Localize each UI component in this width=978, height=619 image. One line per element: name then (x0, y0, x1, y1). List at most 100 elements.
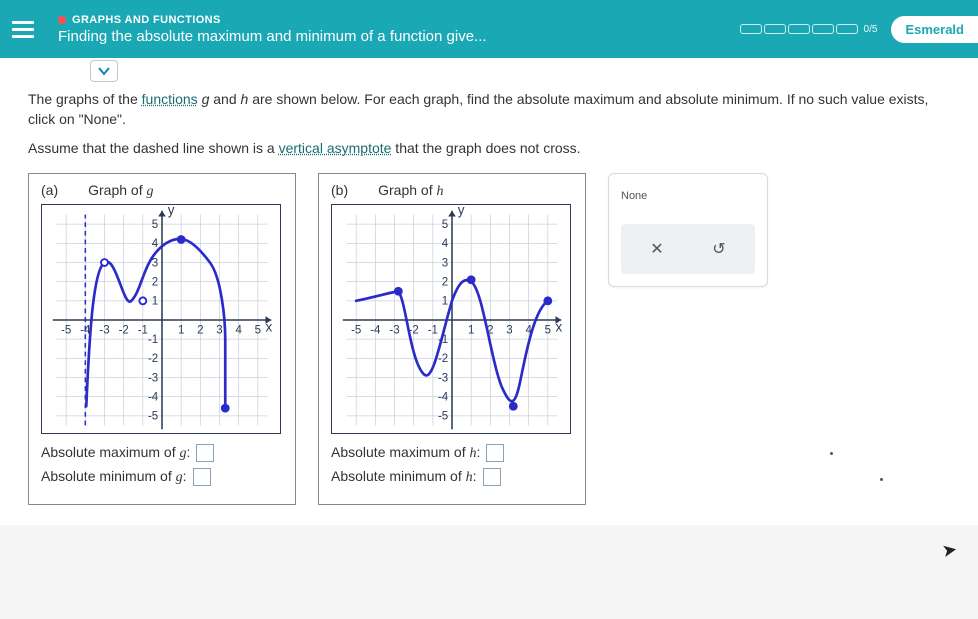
category-text: GRAPHS AND FUNCTIONS (72, 14, 221, 26)
top-bar: GRAPHS AND FUNCTIONS Finding the absolut… (0, 0, 978, 58)
svg-text:1: 1 (468, 324, 474, 336)
svg-text:x: x (556, 319, 563, 334)
panel-a-answers: Absolute maximum of g: Absolute minimum … (41, 444, 283, 486)
svg-text:1: 1 (152, 295, 158, 307)
svg-text:-5: -5 (351, 324, 361, 336)
svg-text:-5: -5 (438, 410, 448, 422)
panel-b-label: (b) (331, 182, 348, 198)
hamburger-menu-icon[interactable] (12, 17, 34, 42)
panels-row: (a) Graph of g -5-5-4-4-3-3-2-2-1-111223… (28, 173, 950, 505)
none-button[interactable]: None (621, 186, 755, 206)
svg-text:5: 5 (255, 324, 261, 336)
svg-text:-2: -2 (438, 353, 448, 365)
q2-post: that the graph does not cross. (391, 140, 580, 156)
svg-text:3: 3 (216, 324, 222, 336)
q2-pre: Assume that the dashed line shown is a (28, 140, 279, 156)
ans-h-min-input[interactable] (483, 468, 501, 486)
svg-text:3: 3 (506, 324, 512, 336)
svg-text:-5: -5 (148, 410, 158, 422)
svg-text:-1: -1 (138, 324, 148, 336)
ans-g-max-input[interactable] (196, 444, 214, 462)
lesson-title: Finding the absolute maximum and minimum… (58, 28, 740, 45)
panel-a-title: Graph of g (88, 182, 153, 200)
speck (830, 452, 833, 455)
panel-a: (a) Graph of g -5-5-4-4-3-3-2-2-1-111223… (28, 173, 296, 505)
svg-text:2: 2 (442, 276, 448, 288)
progress-seg (764, 24, 786, 34)
svg-text:x: x (266, 319, 273, 334)
ans-g-min-input[interactable] (193, 468, 211, 486)
chevron-down-button[interactable] (90, 60, 118, 82)
svg-text:5: 5 (442, 219, 448, 231)
svg-text:1: 1 (178, 324, 184, 336)
svg-text:5: 5 (545, 324, 551, 336)
question-text: The graphs of the functions g and h are … (0, 86, 978, 525)
panel-b-head: (b) Graph of h (331, 182, 573, 200)
graph-g-svg: -5-5-4-4-3-3-2-2-1-11122334455yx (42, 205, 282, 435)
svg-text:-2: -2 (119, 324, 129, 336)
ans-h-max-row: Absolute maximum of h: (331, 444, 573, 462)
reset-button[interactable]: ↺ (697, 234, 741, 264)
ans-g-max-row: Absolute maximum of g: (41, 444, 283, 462)
panel-b-title: Graph of h (378, 182, 443, 200)
svg-text:y: y (168, 205, 175, 218)
svg-text:1: 1 (442, 295, 448, 307)
svg-text:-2: -2 (148, 353, 158, 365)
category-label: GRAPHS AND FUNCTIONS (58, 14, 740, 26)
q1-pre: The graphs of the (28, 91, 142, 107)
progress-count: 0/5 (864, 24, 878, 35)
term-functions[interactable]: functions (142, 91, 198, 107)
question-para-2: Assume that the dashed line shown is a v… (28, 139, 950, 159)
progress-seg (740, 24, 762, 34)
progress-seg (788, 24, 810, 34)
svg-text:-3: -3 (438, 372, 448, 384)
svg-text:2: 2 (152, 276, 158, 288)
svg-text:-3: -3 (99, 324, 109, 336)
speck (880, 478, 883, 481)
svg-text:4: 4 (442, 238, 449, 250)
tool-panel: None ✕ ↺ (608, 173, 768, 287)
svg-text:-4: -4 (370, 324, 381, 336)
category-dot-icon (58, 16, 66, 24)
svg-text:5: 5 (152, 219, 158, 231)
ans-g-max-label: Absolute maximum of g: (41, 444, 190, 462)
panel-a-head: (a) Graph of g (41, 182, 283, 200)
progress-indicator: 0/5 (740, 24, 878, 35)
user-badge[interactable]: Esmerald (891, 16, 978, 43)
ans-h-min-row: Absolute minimum of h: (331, 468, 573, 486)
collapse-row (0, 58, 978, 86)
tool-buttons: ✕ ↺ (621, 224, 755, 274)
ans-g-min-row: Absolute minimum of g: (41, 468, 283, 486)
cursor-icon: ➤ (940, 539, 959, 562)
svg-text:-3: -3 (148, 372, 158, 384)
ans-g-min-label: Absolute minimum of g: (41, 468, 187, 486)
svg-text:-5: -5 (61, 324, 71, 336)
graph-h-svg: -5-5-4-4-3-3-2-2-1-11122334455yx (332, 205, 572, 435)
panel-b: (b) Graph of h -5-5-4-4-3-3-2-2-1-111223… (318, 173, 586, 505)
svg-text:4: 4 (152, 238, 159, 250)
ans-h-min-label: Absolute minimum of h: (331, 468, 477, 486)
svg-text:-1: -1 (148, 334, 158, 346)
question-para-1: The graphs of the functions g and h are … (28, 90, 950, 129)
graph-g[interactable]: -5-5-4-4-3-3-2-2-1-11122334455yx (41, 204, 281, 434)
svg-text:-4: -4 (148, 391, 159, 403)
graph-h[interactable]: -5-5-4-4-3-3-2-2-1-11122334455yx (331, 204, 571, 434)
svg-text:-3: -3 (389, 324, 399, 336)
close-icon: ✕ (650, 239, 663, 259)
ans-h-max-input[interactable] (486, 444, 504, 462)
lesson-titles: GRAPHS AND FUNCTIONS Finding the absolut… (58, 14, 740, 45)
reset-icon: ↺ (712, 239, 725, 259)
svg-text:-4: -4 (438, 391, 449, 403)
svg-text:y: y (458, 205, 465, 218)
clear-button[interactable]: ✕ (635, 234, 679, 264)
chevron-down-icon (98, 65, 110, 77)
svg-text:-1: -1 (428, 324, 438, 336)
progress-seg (836, 24, 858, 34)
progress-seg (812, 24, 834, 34)
panel-a-label: (a) (41, 182, 58, 198)
svg-text:2: 2 (197, 324, 203, 336)
term-asymptote[interactable]: vertical asymptote (279, 140, 392, 156)
panel-b-answers: Absolute maximum of h: Absolute minimum … (331, 444, 573, 486)
svg-text:3: 3 (442, 257, 448, 269)
ans-h-max-label: Absolute maximum of h: (331, 444, 480, 462)
